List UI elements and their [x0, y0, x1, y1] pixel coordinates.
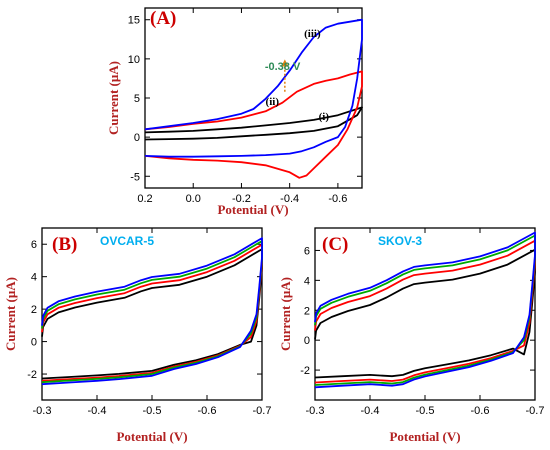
annotation-label: -0.38 V — [265, 61, 301, 73]
y-axis-title: Current (μA) — [278, 277, 293, 351]
series-line-i — [144, 106, 363, 141]
y-tick-label: -2 — [27, 369, 37, 381]
y-tick-label: -5 — [130, 171, 140, 183]
x-tick-label: -0.6 — [198, 405, 217, 417]
x-axis-title: Potential (V) — [116, 429, 187, 444]
x-tick-label: 0.0 — [186, 193, 201, 205]
panel-name: SKOV-3 — [378, 234, 422, 248]
panel-c: -0.3 -0.4 -0.5 -0.6 -0.7 -2 0 2 4 6 Potential (V) C… — [278, 227, 545, 444]
x-tick-label: -0.4 — [361, 405, 380, 417]
y-axis-title: Current (μA) — [3, 277, 18, 351]
series-line-3 — [41, 237, 263, 386]
x-tick-label: -0.6 — [328, 193, 347, 205]
y-tick-label: 0 — [134, 132, 140, 144]
x-tick-label: -0.6 — [471, 405, 490, 417]
y-tick-label: -2 — [300, 365, 310, 377]
panel-b: -0.3 -0.4 -0.5 -0.6 -0.7 -2 0 2 4 6 Potential (V) C… — [3, 227, 272, 444]
x-tick-label: -0.7 — [526, 405, 545, 417]
series-label: (i) — [319, 111, 330, 123]
series-line-ii — [144, 70, 363, 179]
panel-a: 0.2 0.0 -0.2 -0.4 -0.6 -5 0 5 10 15 Potential (V) C… — [106, 7, 363, 217]
panel-letter: (C) — [322, 234, 348, 255]
y-tick-label: 10 — [128, 54, 140, 66]
panel-name: OVCAR-5 — [100, 234, 154, 248]
y-tick-label: 5 — [134, 93, 140, 105]
series-label: (ii) — [266, 96, 280, 108]
y-tick-label: 0 — [31, 337, 37, 349]
x-tick-label: 0.2 — [137, 193, 152, 205]
annotation-arrowhead — [281, 59, 289, 67]
panel-letter: (B) — [52, 234, 77, 255]
panel-letter: (A) — [150, 8, 176, 29]
y-tick-label: 15 — [128, 15, 140, 27]
y-tick-label: 2 — [31, 304, 37, 316]
x-axis-title: Potential (V) — [217, 202, 288, 217]
x-tick-label: -0.4 — [280, 193, 299, 205]
y-tick-label: 2 — [304, 305, 310, 317]
x-tick-label: -0.5 — [416, 405, 435, 417]
y-tick-label: 4 — [31, 272, 37, 284]
x-tick-label: -0.2 — [232, 193, 251, 205]
y-tick-label: 0 — [304, 335, 310, 347]
plot-frame — [144, 7, 363, 189]
series-line-1 — [41, 243, 263, 382]
series-line-3 — [314, 231, 536, 389]
x-tick-label: -0.3 — [33, 405, 52, 417]
x-tick-label: -0.4 — [88, 405, 107, 417]
x-tick-label: -0.7 — [253, 405, 272, 417]
x-axis-title: Potential (V) — [389, 429, 460, 444]
y-axis-title: Current (μA) — [106, 61, 121, 135]
x-tick-label: -0.5 — [143, 405, 162, 417]
series-line-0 — [41, 248, 263, 380]
y-tick-label: 6 — [304, 245, 310, 257]
y-tick-label: 6 — [31, 239, 37, 251]
series-line-iii — [144, 18, 363, 158]
y-tick-label: 4 — [304, 275, 310, 287]
series-label: (iii) — [304, 28, 321, 40]
x-tick-label: -0.3 — [306, 405, 325, 417]
